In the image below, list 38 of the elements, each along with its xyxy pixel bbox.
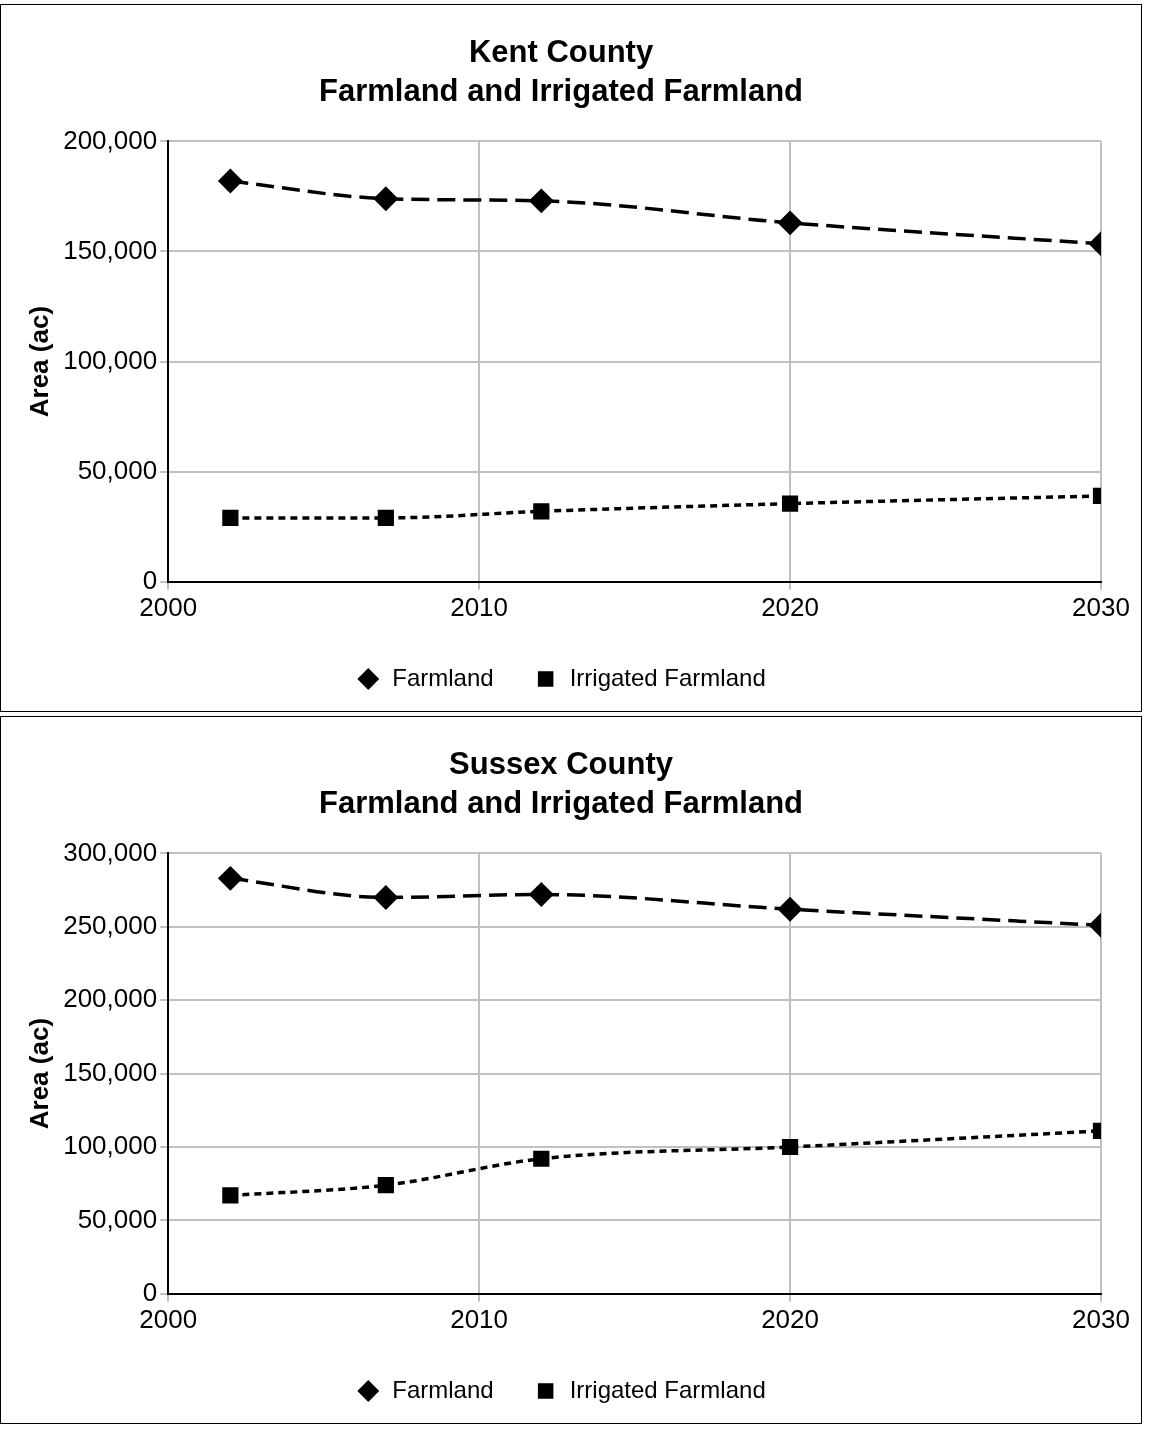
- x-tick-label: 2010: [450, 1303, 509, 1334]
- point: [533, 503, 550, 520]
- point: [529, 189, 554, 213]
- chart-title: Sussex County: [449, 746, 674, 782]
- y-axis-title: Area (ac): [23, 1017, 54, 1130]
- legend-label: Irrigated Farmland: [569, 1375, 766, 1403]
- y-axis-title: Area (ac): [23, 305, 54, 418]
- x-tick-label: 2030: [1072, 1303, 1130, 1334]
- chart-subtitle: Farmland and Irrigated Farmland: [318, 73, 804, 109]
- y-tick-label: 50,000: [77, 454, 158, 485]
- point: [529, 882, 554, 907]
- x-tick-label: 2030: [1072, 591, 1130, 622]
- point: [374, 186, 398, 211]
- y-tick-label: 250,000: [63, 909, 158, 940]
- y-tick-label: 300,000: [63, 836, 158, 867]
- y-tick-label: 200,000: [63, 983, 158, 1014]
- x-tick-label: 2020: [761, 591, 819, 622]
- x-tick-label: 2010: [450, 591, 509, 622]
- y-tick-label: 150,000: [63, 1056, 158, 1087]
- chart-subtitle: Farmland and Irrigated Farmland: [318, 785, 804, 821]
- point: [218, 866, 243, 891]
- y-tick-label: 150,000: [63, 234, 158, 265]
- point: [222, 1187, 239, 1204]
- point: [218, 169, 243, 193]
- x-tick-label: 2020: [761, 1303, 819, 1334]
- point: [222, 509, 239, 527]
- point: [377, 1177, 394, 1194]
- y-tick-label: 100,000: [63, 344, 158, 375]
- point: [533, 1150, 550, 1167]
- chart-title: Kent County: [468, 34, 654, 70]
- legend-label: Farmland: [392, 663, 494, 691]
- legend-label: Irrigated Farmland: [569, 663, 766, 691]
- y-tick-label: 50,000: [77, 1203, 158, 1234]
- y-tick-label: 200,000: [63, 124, 158, 155]
- y-tick-label: 100,000: [63, 1130, 158, 1161]
- legend-label: Farmland: [392, 1375, 494, 1403]
- point: [377, 509, 394, 527]
- point: [374, 885, 398, 910]
